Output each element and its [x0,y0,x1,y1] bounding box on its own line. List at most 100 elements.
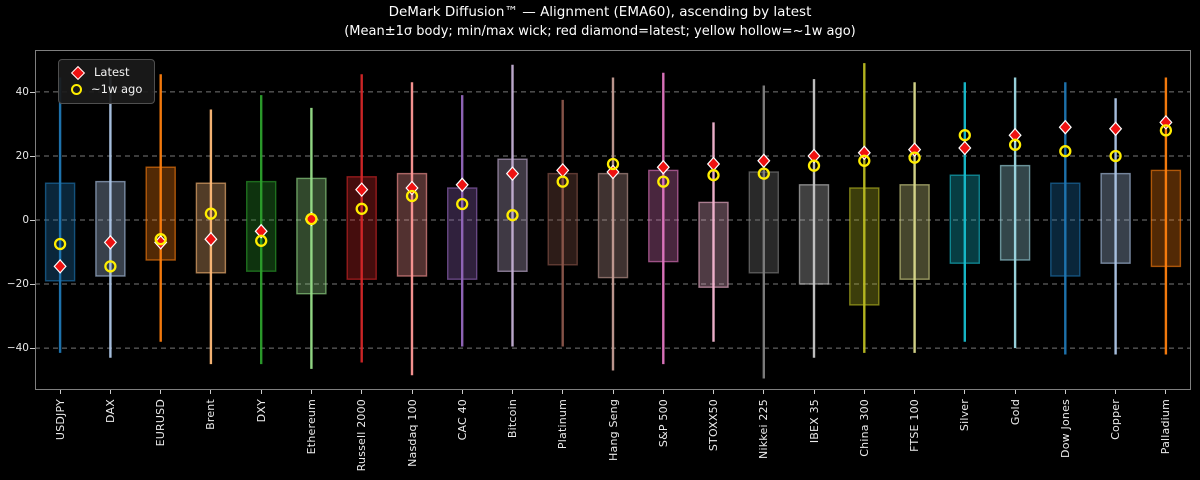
y-tick-mark [30,284,35,285]
x-tick-mark [1014,390,1016,394]
x-tick-mark [461,390,463,394]
week-ago-circle-marker [707,169,720,182]
latest-diamond-marker [1058,119,1072,135]
week-ago-circle-marker [1059,145,1072,158]
x-tick-mark [914,390,916,394]
latest-diamond-marker [355,182,369,198]
x-tick-mark [361,390,363,394]
y-axis-label: 20 [15,150,29,162]
x-axis-label: FTSE 100 [908,399,922,452]
x-axis-label: Platinum [556,399,570,450]
x-tick-mark [1115,390,1117,394]
week-ago-circle-marker [104,260,117,273]
week-ago-circle-marker [1159,124,1173,137]
latest-diamond-marker [958,140,972,156]
x-axis-label: Silver [958,399,972,432]
week-ago-circle-marker [1008,138,1022,151]
latest-diamond-marker [757,153,771,169]
legend-item-latest: Latest [66,64,142,81]
x-axis-label: Nasdaq 100 [405,399,419,467]
legend-week-label: ~1w ago [91,82,143,96]
latest-diamond-marker [706,156,721,172]
chart-title-block: DeMark Diffusion™ — Alignment (EMA60), a… [0,3,1200,40]
x-tick-mark [863,390,865,394]
x-tick-mark [662,390,664,394]
x-tick-mark [210,390,212,394]
x-tick-mark [59,390,61,394]
x-axis-label: DXY [254,399,268,423]
week-ago-circle-marker [305,212,318,226]
x-tick-mark [310,390,312,394]
y-axis-label: 0 [22,214,29,226]
x-tick-mark [1165,390,1167,394]
week-ago-circle-marker [556,175,569,188]
yellow-hollow-circle-icon [71,84,82,95]
week-ago-circle-marker [958,129,971,142]
latest-diamond-marker [1108,121,1123,137]
latest-diamond-marker [53,258,67,274]
y-tick-mark [30,91,35,93]
week-ago-circle-marker [1109,149,1122,163]
x-axis-label: S&P 500 [656,399,670,448]
x-axis-label: Palladium [1159,399,1173,455]
latest-diamond-marker [505,166,520,182]
x-tick-mark [512,390,513,394]
x-tick-mark [562,390,564,394]
latest-diamond-marker [656,159,670,175]
plot-canvas [35,63,1191,379]
x-axis-label: USDJPY [53,399,67,441]
x-axis-label: DAX [103,399,117,423]
legend: Latest ~1w ago [58,59,156,104]
week-ago-circle-marker [757,167,770,180]
x-axis-label: Brent [204,399,218,430]
latest-diamond-marker [807,148,821,164]
legend-item-week-ago: ~1w ago [66,81,142,98]
x-axis-label: Bitcoin [506,399,519,439]
legend-latest-label: Latest [94,65,130,79]
x-tick-mark [713,390,714,394]
x-tick-mark [1064,390,1066,394]
week-ago-circle-marker [456,197,469,211]
x-tick-mark [763,390,765,394]
chart-title: DeMark Diffusion™ — Alignment (EMA60), a… [388,4,812,20]
x-tick-mark [260,390,262,394]
x-tick-mark [813,390,815,394]
x-axis-label: CAC 40 [455,399,469,441]
x-axis-label: Hang Seng [606,399,620,461]
chart-subtitle: (Mean±1σ body; min/max wick; red diamond… [344,23,856,39]
latest-diamond-marker [103,234,118,250]
week-ago-circle-marker [53,237,67,251]
x-tick-mark [964,390,966,394]
x-tick-mark [160,390,162,394]
latest-diamond-marker [455,177,469,193]
latest-diamond-marker [204,231,218,247]
y-axis-label: 40 [15,85,29,98]
x-axis-label: Gold [1008,399,1022,426]
x-axis-label: Russell 2000 [355,399,369,472]
latest-diamond-marker [1008,127,1022,143]
week-ago-circle-marker [908,151,921,164]
week-ago-circle-marker [204,207,218,220]
week-ago-circle-marker [405,189,419,203]
week-ago-circle-marker [606,157,620,171]
week-ago-circle-marker [858,154,871,167]
y-tick-mark [30,348,35,350]
y-tick-mark [30,156,35,157]
x-tick-mark [109,390,111,394]
y-axis-label: −20 [6,278,29,290]
x-axis-label: Dow Jones [1058,399,1072,458]
week-ago-circle-marker [154,233,167,246]
latest-diamond-marker [606,164,620,180]
week-ago-circle-marker [807,159,821,172]
x-axis-label: EURUSD [154,399,168,447]
week-ago-circle-marker [255,234,268,247]
x-axis-label: STOXX50 [707,399,720,452]
x-axis-label: China 300 [857,399,871,457]
week-ago-circle-marker [657,175,670,188]
latest-diamond-marker [254,223,268,239]
week-ago-circle-marker [355,202,368,215]
y-axis-label: −40 [6,342,29,355]
x-tick-mark [411,390,413,394]
y-tick-mark [30,220,35,221]
